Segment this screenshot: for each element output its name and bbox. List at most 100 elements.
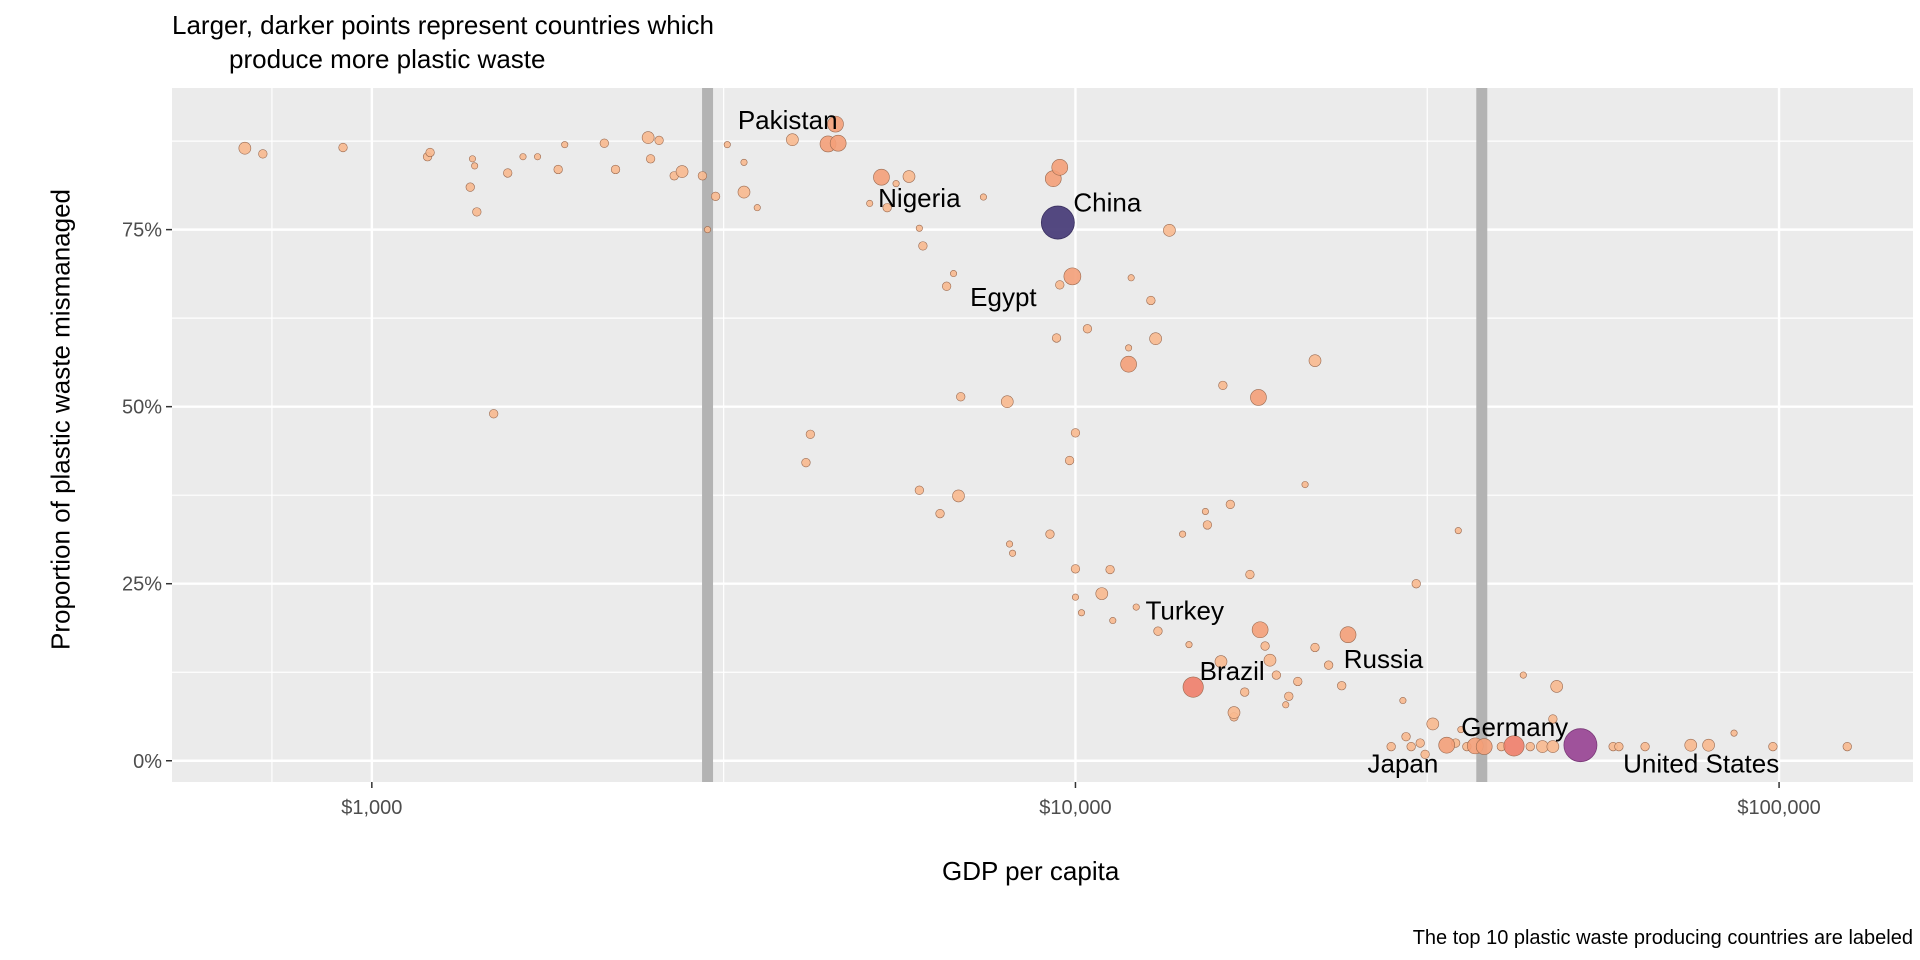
data-point bbox=[1563, 728, 1598, 763]
country-label: Turkey bbox=[1146, 596, 1225, 626]
data-point bbox=[1284, 691, 1294, 701]
data-point bbox=[829, 134, 847, 152]
data-point bbox=[1082, 324, 1093, 334]
data-point bbox=[610, 164, 621, 175]
country-labels: Pakistan Nigeria China Egypt Turkey Russia Bra… bbox=[738, 105, 1779, 779]
data-point bbox=[1386, 741, 1396, 752]
data-point bbox=[723, 141, 731, 149]
data-point bbox=[1768, 741, 1778, 752]
data-point bbox=[1324, 660, 1334, 670]
data-point bbox=[1051, 333, 1062, 343]
data-point bbox=[1146, 295, 1156, 306]
data-point bbox=[1149, 332, 1162, 345]
data-point bbox=[902, 170, 916, 183]
data-point bbox=[425, 147, 435, 158]
x-tick-label: $10,000 bbox=[1039, 797, 1111, 819]
data-point bbox=[1475, 738, 1493, 755]
data-point bbox=[1070, 428, 1081, 438]
data-point bbox=[942, 281, 952, 291]
data-point bbox=[1438, 736, 1456, 754]
y-tick-label: 75% bbox=[122, 220, 162, 242]
data-point bbox=[1614, 741, 1624, 752]
data-point bbox=[952, 489, 965, 503]
data-point bbox=[1339, 626, 1357, 644]
x-tick-label: $100,000 bbox=[1737, 797, 1820, 819]
data-point bbox=[1078, 609, 1086, 617]
data-point bbox=[956, 392, 966, 402]
data-point bbox=[914, 485, 924, 495]
data-point bbox=[1127, 274, 1135, 282]
y-axis-label: Proportion of plastic waste mismanaged bbox=[45, 189, 76, 651]
data-point bbox=[1185, 641, 1193, 649]
data-point bbox=[1282, 701, 1290, 709]
data-point bbox=[519, 153, 527, 161]
data-point bbox=[753, 204, 761, 212]
y-tick-label: 0% bbox=[133, 751, 162, 773]
data-point bbox=[950, 270, 958, 278]
data-point bbox=[646, 154, 656, 164]
data-point bbox=[1684, 738, 1698, 752]
y-tick-label: 25% bbox=[122, 574, 162, 596]
data-point bbox=[1095, 587, 1109, 600]
data-point bbox=[1519, 671, 1527, 679]
data-point bbox=[1006, 540, 1014, 548]
data-point bbox=[697, 171, 708, 181]
data-point bbox=[935, 509, 945, 519]
chart-caption: The top 10 plastic waste producing count… bbox=[1412, 927, 1913, 949]
data-point bbox=[553, 164, 563, 175]
data-point bbox=[1040, 205, 1075, 240]
data-point bbox=[1548, 714, 1558, 724]
data-point bbox=[654, 135, 664, 146]
data-point bbox=[1182, 676, 1204, 698]
data-point bbox=[1227, 706, 1241, 719]
data-point bbox=[1105, 564, 1115, 575]
data-point bbox=[1308, 354, 1322, 367]
data-point bbox=[1070, 564, 1081, 574]
data-point bbox=[1271, 670, 1281, 680]
data-point bbox=[1120, 355, 1137, 373]
data-point bbox=[1401, 732, 1411, 742]
data-point bbox=[915, 224, 923, 232]
data-point bbox=[1202, 520, 1212, 530]
data-point bbox=[1214, 655, 1228, 668]
country-label: China bbox=[1073, 188, 1141, 218]
x-axis-label: GDP per capita bbox=[942, 856, 1120, 886]
data-point bbox=[1009, 549, 1017, 557]
data-point bbox=[1730, 729, 1738, 737]
data-point bbox=[1163, 224, 1176, 237]
country-label: Russia bbox=[1344, 644, 1424, 674]
data-point bbox=[1051, 159, 1069, 176]
data-point bbox=[1525, 741, 1535, 752]
data-point bbox=[468, 155, 476, 163]
data-point bbox=[710, 191, 721, 201]
data-point bbox=[599, 138, 609, 148]
data-point bbox=[1426, 717, 1440, 731]
data-point bbox=[503, 168, 513, 178]
data-point bbox=[1109, 617, 1117, 625]
data-point bbox=[1125, 344, 1133, 352]
data-point bbox=[1201, 507, 1209, 515]
data-point bbox=[1250, 389, 1267, 406]
data-point bbox=[1310, 642, 1320, 653]
data-point bbox=[1153, 626, 1163, 636]
data-point bbox=[805, 429, 815, 439]
data-point bbox=[873, 168, 890, 186]
data-point bbox=[892, 180, 900, 188]
data-point bbox=[1179, 530, 1187, 538]
country-label: Egypt bbox=[970, 282, 1037, 312]
data-point bbox=[472, 207, 482, 217]
x-tick-label: $1,000 bbox=[341, 797, 402, 819]
data-point bbox=[1503, 735, 1525, 757]
data-point bbox=[1454, 527, 1462, 535]
data-point bbox=[827, 115, 844, 133]
data-point bbox=[1260, 641, 1270, 651]
data-point bbox=[1240, 687, 1250, 697]
chart-title-line-1: Larger, darker points represent countrie… bbox=[172, 10, 714, 40]
data-point bbox=[675, 165, 689, 178]
data-point bbox=[1406, 741, 1416, 752]
data-point bbox=[1411, 579, 1421, 589]
data-point bbox=[1546, 740, 1560, 753]
data-point bbox=[561, 141, 569, 149]
